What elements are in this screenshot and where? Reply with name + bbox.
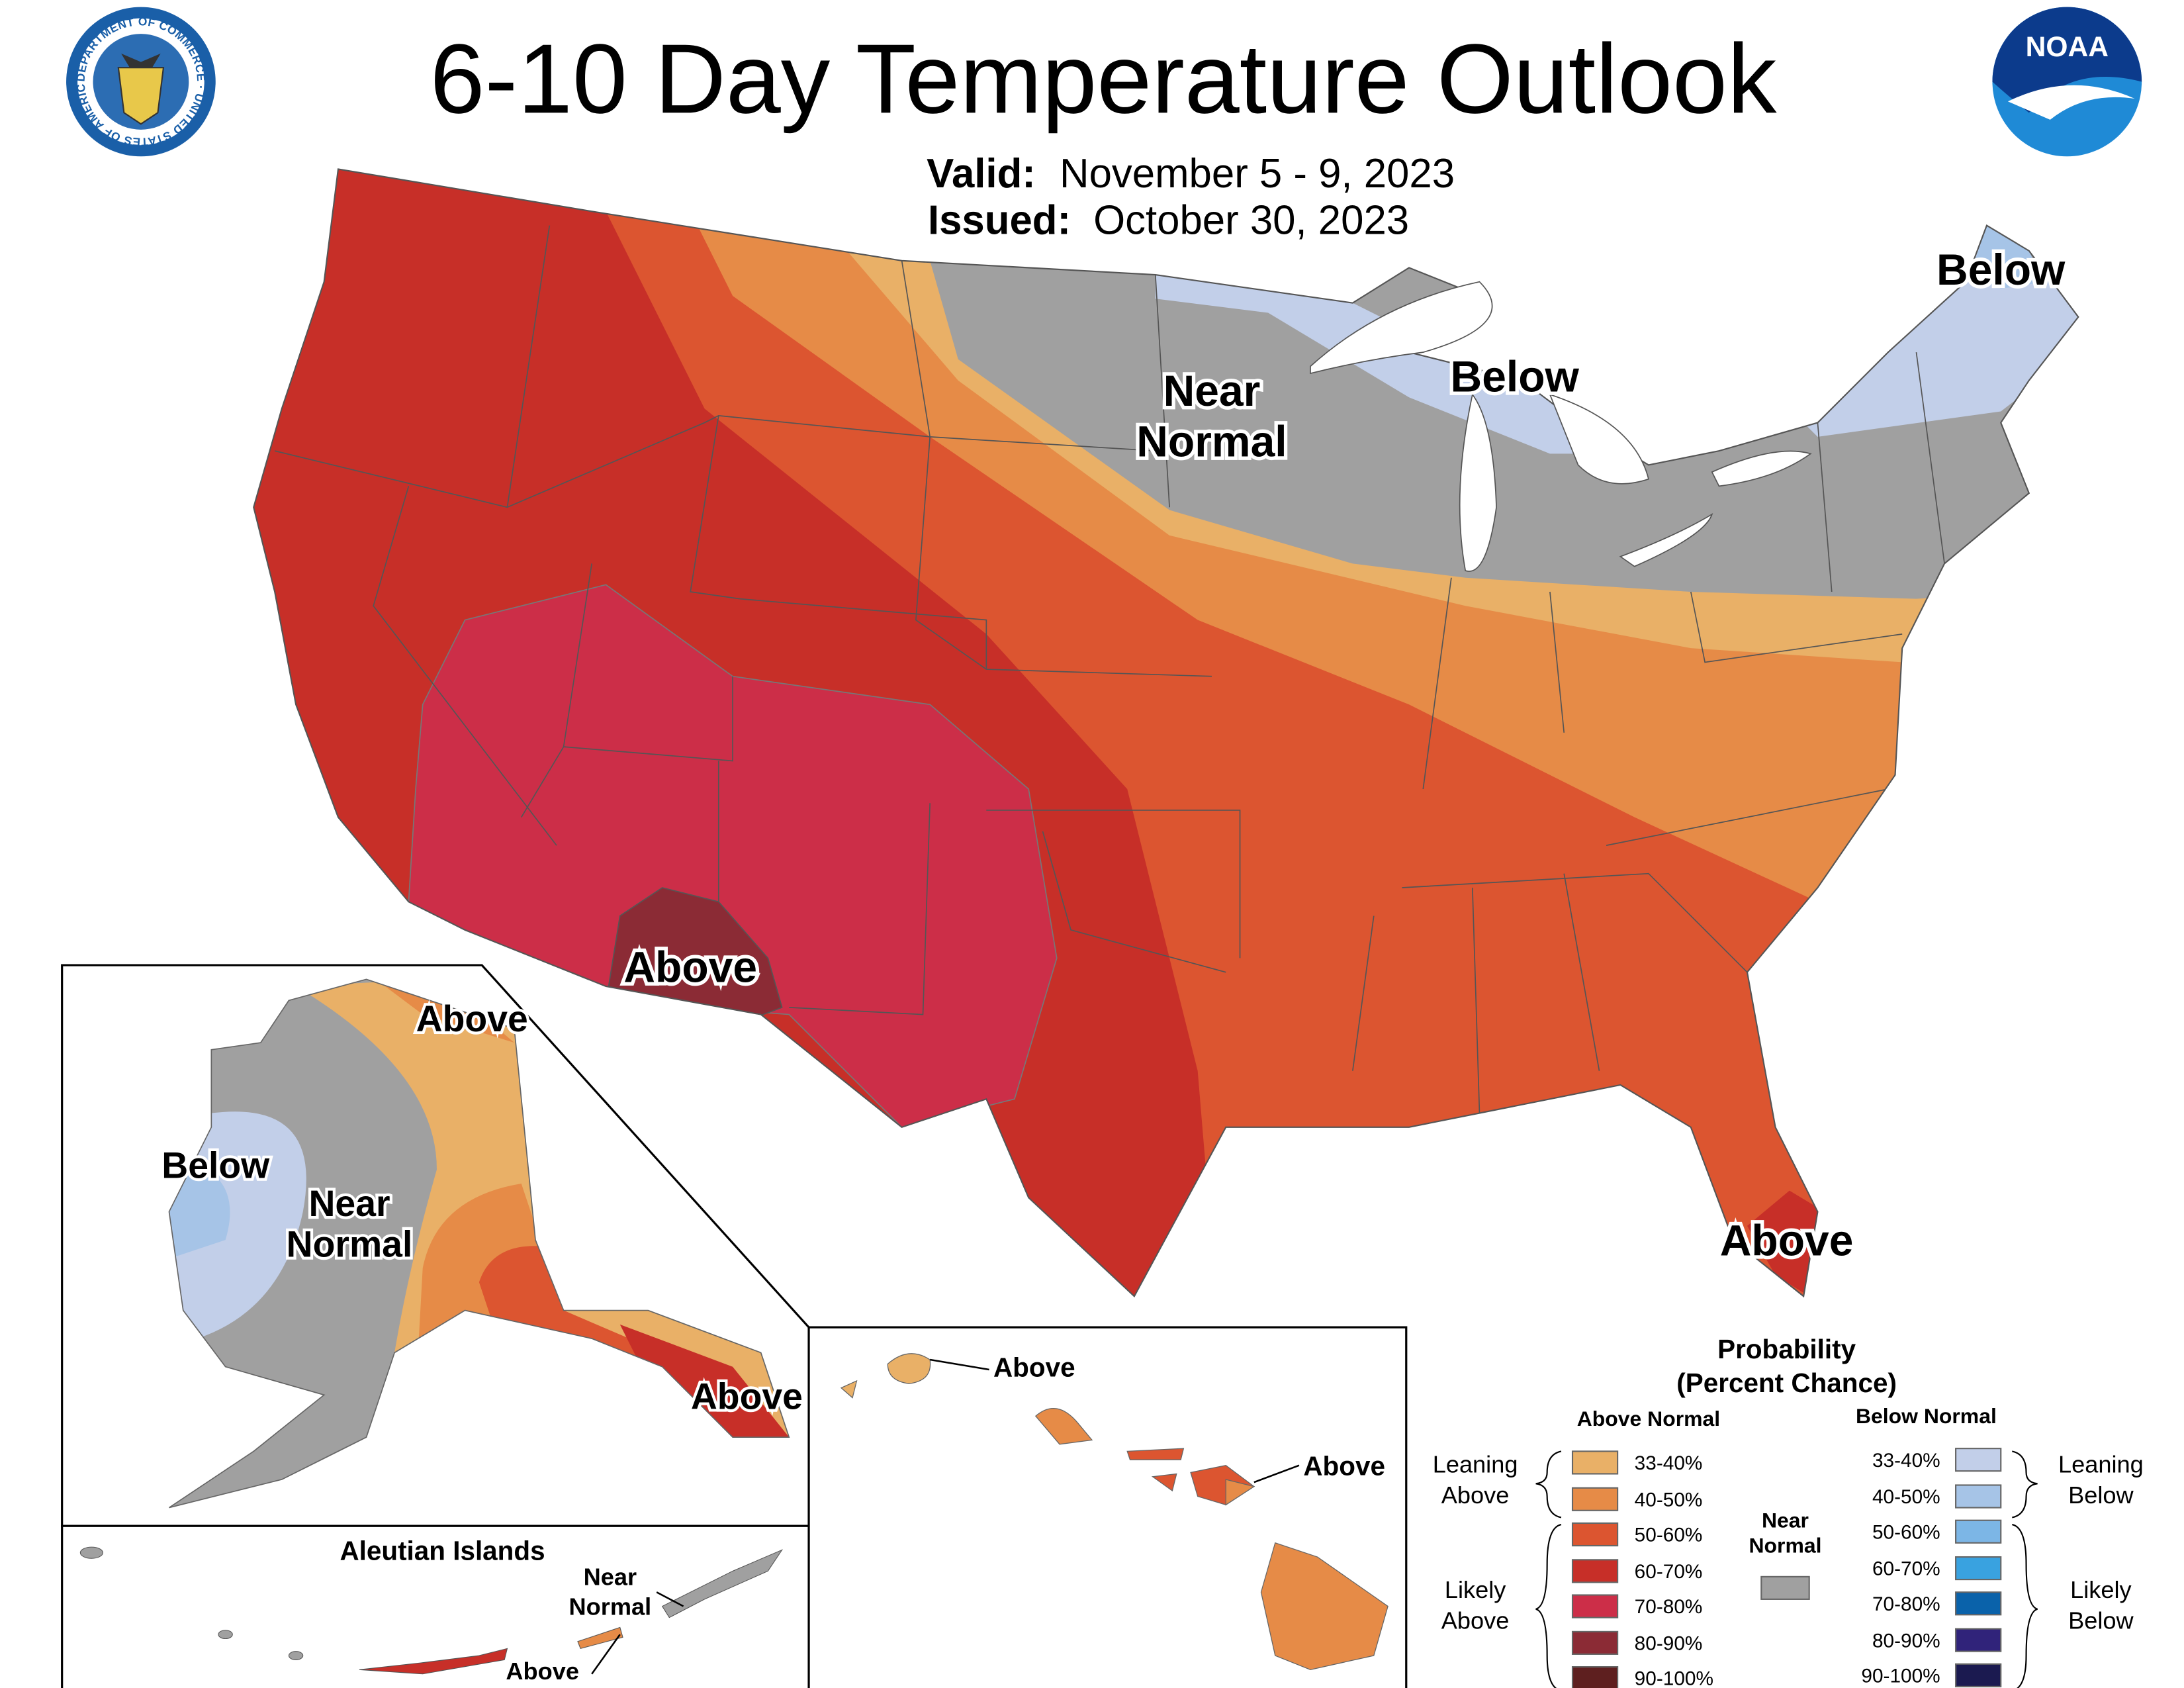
- label-below-northeast: Below: [1936, 245, 2066, 294]
- valid-value: November 5 - 9, 2023: [1060, 151, 1455, 197]
- legend-below-label: 40-50%: [1872, 1486, 1940, 1508]
- legend-title-1: Probability: [1717, 1334, 1856, 1364]
- legend-above-label: 33-40%: [1635, 1452, 1703, 1474]
- legend-title-2: (Percent Chance): [1676, 1368, 1897, 1398]
- noaa-logo: NOAA: [1992, 7, 2142, 157]
- issued-label: Issued:: [928, 197, 1071, 243]
- label-ak-below: Below: [161, 1145, 270, 1186]
- region-40-50-below-ne: [1972, 225, 2044, 289]
- legend-leaning-above-1: Leaning: [1433, 1450, 1518, 1477]
- legend-above-label: 80-90%: [1635, 1633, 1703, 1655]
- noaa-logo-text: NOAA: [2026, 31, 2109, 63]
- aleutian-islands: [79, 1546, 784, 1675]
- aleutian-title: Aleutian Islands: [340, 1535, 545, 1566]
- legend-below-label: 70-80%: [1872, 1593, 1940, 1615]
- legend-below-swatch: [1955, 1663, 2002, 1687]
- region-33-40-below-gl: [1155, 267, 1592, 454]
- legend-below-label: 50-60%: [1872, 1521, 1940, 1543]
- legend-braces: [1535, 1450, 2038, 1688]
- legend-above-swatch: [1571, 1487, 1619, 1511]
- label-aleutian-above: Above: [506, 1658, 579, 1685]
- label-ak-near-1: Near: [308, 1183, 390, 1224]
- legend-above-label: 70-80%: [1635, 1596, 1703, 1618]
- legend-above-label: 60-70%: [1635, 1561, 1703, 1583]
- legend-leaning-below-2: Below: [2068, 1481, 2134, 1509]
- hawaii-islands: [840, 1353, 1388, 1670]
- legend-above-swatch: [1571, 1630, 1619, 1655]
- legend-above-label: 50-60%: [1635, 1524, 1703, 1546]
- region-60-70-above-fl: [1747, 1190, 1825, 1297]
- legend-above-swatch: [1571, 1522, 1619, 1547]
- label-ak-above-north: Above: [416, 998, 528, 1039]
- legend-below-swatch: [1955, 1448, 2002, 1472]
- label-above-florida: Above: [1720, 1216, 1854, 1265]
- legend-likely-below-2: Below: [2068, 1607, 2134, 1634]
- legend-likely-above-2: Above: [1441, 1607, 1510, 1634]
- label-ak-near-2: Normal: [287, 1224, 413, 1265]
- label-near-normal-1: Near: [1163, 366, 1261, 415]
- label-ak-above-southeast: Above: [691, 1376, 803, 1417]
- aleutian-leader-lines: [591, 1591, 684, 1675]
- legend-below-swatch: [1955, 1628, 2002, 1652]
- legend-likely-below-1: Likely: [2070, 1576, 2132, 1603]
- valid-label: Valid:: [927, 151, 1036, 197]
- legend-above-label: 90-100%: [1635, 1668, 1713, 1688]
- label-above-southwest: Above: [623, 943, 757, 992]
- legend-below-label: 60-70%: [1872, 1558, 1940, 1580]
- state-boundaries: [274, 225, 1945, 1113]
- legend-above-label: 40-50%: [1635, 1489, 1703, 1511]
- alaska-outline: [168, 978, 790, 1509]
- label-aleutian-near-2: Normal: [569, 1593, 652, 1620]
- page-title: 6-10 Day Temperature Outlook: [430, 23, 1777, 134]
- label-hi-above-2: Above: [1303, 1451, 1385, 1481]
- legend-above-swatch: [1571, 1450, 1619, 1475]
- legend-below-label: 90-100%: [1861, 1665, 1940, 1687]
- conus-outline: [253, 168, 2079, 1298]
- legend-leaning-below-1: Leaning: [2058, 1450, 2144, 1477]
- legend-above-swatch: [1571, 1559, 1619, 1583]
- issued-value: October 30, 2023: [1093, 197, 1409, 243]
- legend-near-1: Near: [1762, 1508, 1809, 1532]
- below-swatches: 33-40% 40-50% 50-60% 60-70% 70-80% 80-90% 90-1…: [1861, 1448, 2002, 1687]
- legend-above-header: Above Normal: [1577, 1407, 1720, 1430]
- legend-below-label: 80-90%: [1872, 1630, 1940, 1652]
- great-lakes: [1310, 281, 1812, 572]
- legend-below-swatch: [1955, 1556, 2002, 1581]
- legend: Probability (Percent Chance) Above Norma…: [1433, 1334, 2144, 1688]
- label-near-normal-2: Normal: [1136, 417, 1287, 466]
- legend-below-header: Below Normal: [1856, 1404, 1997, 1428]
- legend-below-label: 33-40%: [1872, 1450, 1940, 1472]
- above-swatches: 33-40% 40-50% 50-60% 60-70% 70-80% 80-90% 90-1…: [1571, 1450, 1713, 1688]
- commerce-seal-logo: DEPARTMENT OF COMMERCE · UNITED STATES O…: [0, 0, 216, 157]
- legend-near-2: Normal: [1749, 1534, 1821, 1558]
- legend-above-swatch: [1571, 1594, 1619, 1618]
- hawaii-leader-lines: [929, 1358, 1300, 1483]
- legend-near-swatch: [1760, 1575, 1810, 1600]
- label-aleutian-near-1: Near: [584, 1564, 637, 1591]
- legend-leaning-above-2: Above: [1441, 1481, 1510, 1509]
- label-below-great-lakes: Below: [1451, 352, 1580, 401]
- legend-below-swatch: [1955, 1484, 2002, 1509]
- legend-below-swatch: [1955, 1591, 2002, 1616]
- legend-likely-above-1: Likely: [1445, 1576, 1506, 1603]
- legend-below-swatch: [1955, 1519, 2002, 1544]
- legend-above-swatch: [1571, 1666, 1619, 1688]
- label-hi-above-1: Above: [993, 1352, 1075, 1383]
